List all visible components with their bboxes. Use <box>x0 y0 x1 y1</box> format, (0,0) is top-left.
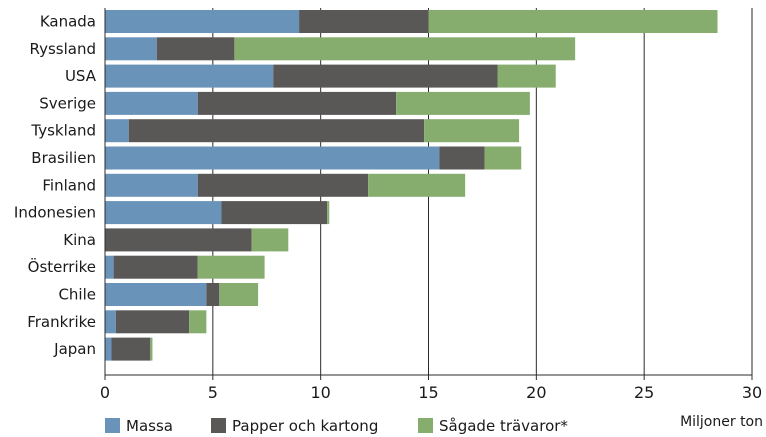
bar-frankrike-series-1 <box>115 310 190 334</box>
bar-indonesien-series-2 <box>327 201 330 225</box>
bar-tyskland-series-2 <box>424 119 520 143</box>
x-tick-label: 15 <box>418 383 438 402</box>
category-label: Sverige <box>39 94 96 112</box>
bar-österrike-series-1 <box>113 255 198 279</box>
x-axis: 0 5 10 15 20 25 30 <box>100 8 762 402</box>
bar-frankrike-series-0 <box>105 310 116 334</box>
category-label: Chile <box>58 286 96 304</box>
category-labels: Kanada Ryssland USA Sverige Tyskland Brasilie… <box>14 13 97 359</box>
x-tick-label: 5 <box>208 383 218 402</box>
bar-japan-series-1 <box>111 337 151 361</box>
bar-tyskland-series-1 <box>128 119 425 143</box>
legend-label-0: Massa <box>126 417 173 435</box>
bar-chile-series-1 <box>206 283 220 306</box>
bar-kanada-series-2 <box>428 10 718 33</box>
bar-sverige-series-2 <box>396 91 530 115</box>
category-label: Brasilien <box>31 149 96 167</box>
x-tick-label: 10 <box>310 383 330 402</box>
bar-indonesien-series-1 <box>221 201 328 225</box>
legend-swatch-1 <box>211 418 226 433</box>
category-label: Kina <box>63 231 96 249</box>
bar-indonesien-series-0 <box>105 201 222 225</box>
x-tick-label: 0 <box>100 383 110 402</box>
bar-usa-series-1 <box>273 64 498 88</box>
bar-österrike-series-0 <box>105 255 114 279</box>
bar-chile-series-2 <box>219 283 259 306</box>
bar-ryssland-series-0 <box>105 37 157 61</box>
bar-finland-series-0 <box>105 173 198 197</box>
x-tick-label: 25 <box>634 383 654 402</box>
category-label: USA <box>65 67 97 85</box>
category-label: Tyskland <box>30 122 96 140</box>
bar-kanada-series-0 <box>105 10 300 33</box>
bar-finland-series-1 <box>197 173 369 197</box>
bar-sverige-series-0 <box>105 91 198 115</box>
bar-tyskland-series-0 <box>105 119 129 143</box>
category-label: Kanada <box>40 13 96 31</box>
category-label: Finland <box>42 176 96 194</box>
legend: Massa Papper och kartong Sågade trävaror* <box>105 417 568 435</box>
bar-ryssland-series-1 <box>156 37 235 61</box>
bar-sverige-series-1 <box>197 91 397 115</box>
bar-kina-series-1 <box>105 228 252 252</box>
bar-brasilien-series-2 <box>484 146 522 170</box>
legend-label-1: Papper och kartong <box>232 417 378 435</box>
bar-ryssland-series-2 <box>234 37 576 61</box>
category-label: Japan <box>53 340 96 358</box>
legend-label-2: Sågade trävaror* <box>439 417 568 435</box>
bar-kina-series-2 <box>251 228 289 252</box>
bar-österrike-series-2 <box>197 255 265 279</box>
bar-kanada-series-1 <box>299 10 429 33</box>
category-label: Ryssland <box>30 40 97 58</box>
bar-frankrike-series-2 <box>189 310 207 334</box>
bars <box>105 10 718 361</box>
bar-brasilien-series-1 <box>439 146 485 170</box>
category-label: Österrike <box>28 257 96 276</box>
category-label: Indonesien <box>14 204 96 222</box>
bar-chile-series-0 <box>105 283 207 306</box>
bar-finland-series-2 <box>368 173 466 197</box>
legend-swatch-2 <box>418 418 433 433</box>
bar-japan-series-0 <box>105 337 112 361</box>
x-tick-label: 30 <box>742 383 762 402</box>
x-axis-label: Miljoner ton <box>680 414 763 430</box>
x-tick-label: 20 <box>526 383 546 402</box>
bar-japan-series-2 <box>150 337 153 361</box>
bar-brasilien-series-0 <box>105 146 440 170</box>
category-label: Frankrike <box>27 313 96 331</box>
legend-swatch-0 <box>105 418 120 433</box>
bar-usa-series-2 <box>497 64 556 88</box>
bar-usa-series-0 <box>105 64 274 88</box>
